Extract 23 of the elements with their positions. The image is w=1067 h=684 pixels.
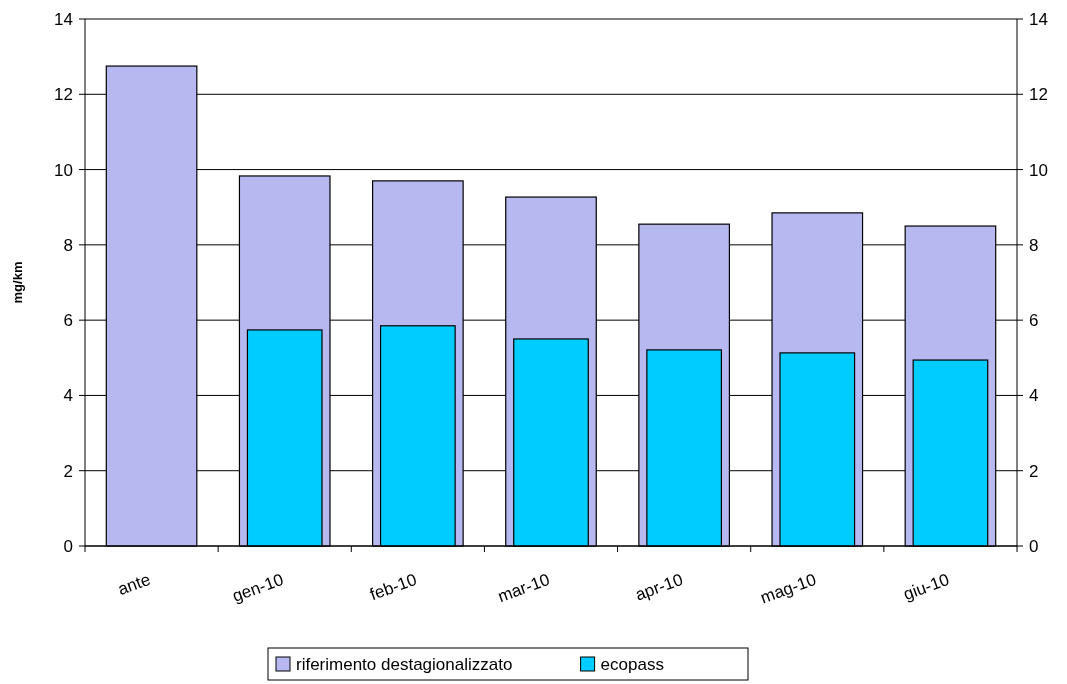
y2-tick-label: 6 <box>1029 311 1039 331</box>
y-tick-label: 2 <box>63 461 73 481</box>
y2-tick-label: 12 <box>1029 85 1048 105</box>
y-tick-label: 14 <box>54 9 73 29</box>
y-tick-label: 10 <box>54 160 73 180</box>
y2-tick-label: 8 <box>1029 235 1039 255</box>
y2-tick-label: 2 <box>1029 461 1039 481</box>
x-tick-label: ante <box>115 569 153 600</box>
y-tick-label: 4 <box>63 386 73 406</box>
legend-label: riferimento destagionalizzato <box>296 654 513 674</box>
legend-label: ecopass <box>600 654 664 674</box>
y-tick-label: 6 <box>63 311 73 331</box>
y-tick-label: 12 <box>54 85 73 105</box>
y2-tick-label: 14 <box>1029 9 1048 29</box>
y-axis-title: mg/km <box>10 261 25 304</box>
x-tick-label: feb-10 <box>367 569 420 605</box>
x-tick-label: apr-10 <box>632 569 686 605</box>
y-tick-label: 8 <box>63 235 73 255</box>
x-tick-label: mar-10 <box>495 569 553 607</box>
y2-tick-label: 0 <box>1029 536 1039 556</box>
y2-tick-label: 10 <box>1029 160 1048 180</box>
y-tick-label: 0 <box>63 536 73 556</box>
y2-tick-label: 4 <box>1029 386 1039 406</box>
